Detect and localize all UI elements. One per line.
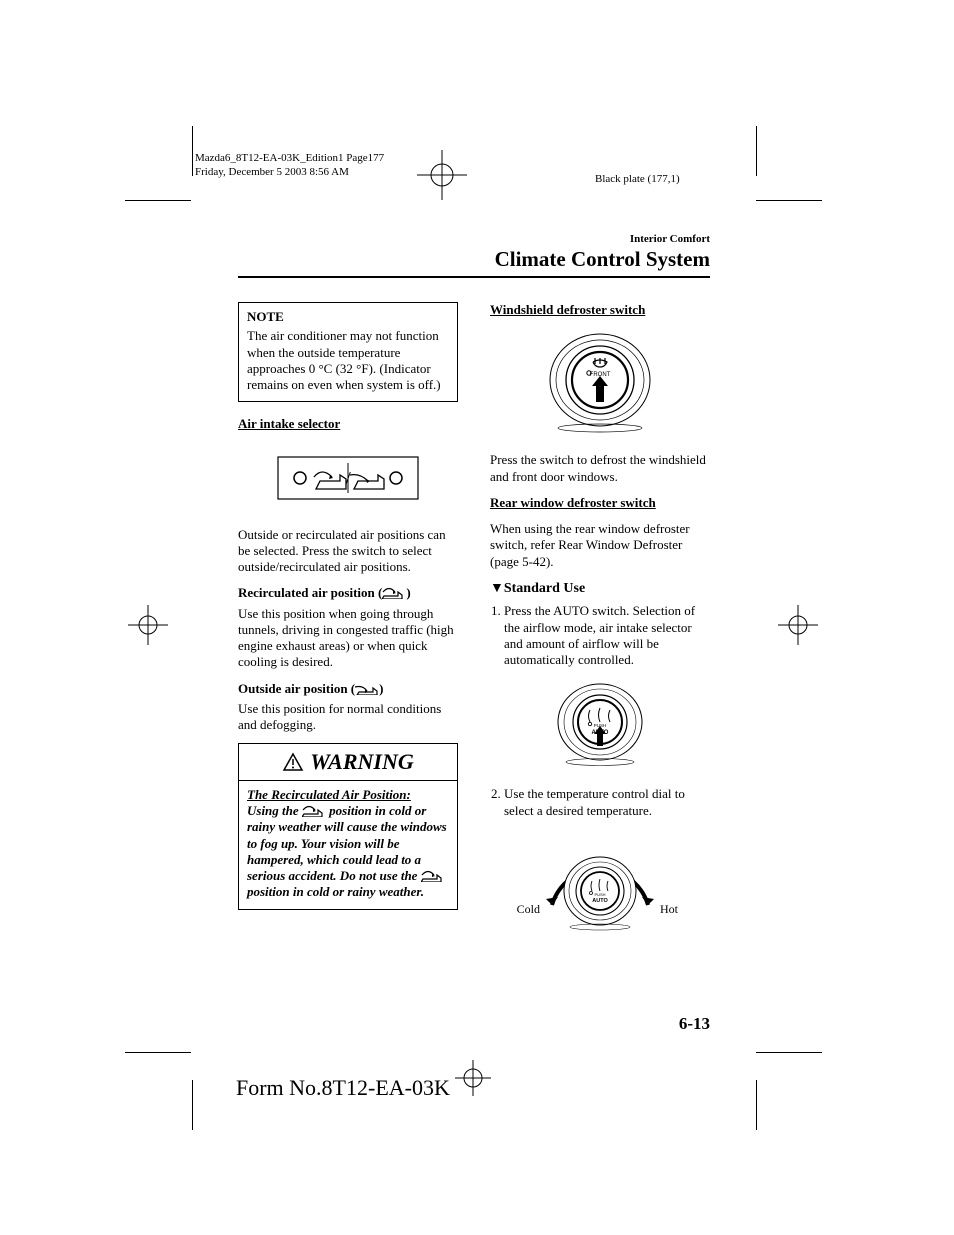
crop-mark (756, 1080, 757, 1130)
warning-box: WARNING The Recirculated Air Position: U… (238, 743, 458, 909)
auto-dial-figure: PUSH AUTO (490, 682, 710, 768)
outside-text: Use this position for normal conditions … (238, 701, 458, 734)
form-number: Form No.8T12-EA-03K (236, 1075, 450, 1101)
recirc-heading: Recirculated air position () (238, 585, 458, 601)
svg-text:/: / (345, 468, 351, 490)
warning-title: WARNING (239, 744, 457, 780)
temp-dial-icon: Cold Hot PUSH AUTO (510, 833, 690, 933)
page-header: Interior Comfort Climate Control System (495, 233, 710, 272)
note-box: NOTE The air conditioner may not functio… (238, 302, 458, 402)
section-title: Climate Control System (495, 247, 710, 272)
windshield-dial-figure: FRONT (490, 332, 710, 434)
steps-list: Press the AUTO switch. Selection of the … (490, 603, 710, 668)
warning-triangle-icon (282, 752, 304, 772)
windshield-text: Press the switch to defrost the windshie… (490, 452, 710, 485)
outside-heading: Outside air position () (238, 681, 458, 697)
air-intake-text: Outside or recirculated air positions ca… (238, 527, 458, 576)
header-rule (238, 276, 710, 278)
note-label: NOTE (247, 309, 449, 325)
standard-use-text: Standard Use (504, 581, 585, 596)
registration-mark-icon (128, 605, 168, 645)
print-ts: Friday, December 5 2003 8:56 AM (195, 166, 384, 180)
crop-mark (125, 1052, 191, 1053)
warning-body-1: Using the (247, 803, 302, 818)
step-1: Press the AUTO switch. Selection of the … (504, 603, 710, 668)
section-overline: Interior Comfort (495, 233, 710, 245)
registration-mark-icon (455, 1060, 491, 1096)
air-intake-figure: / (238, 447, 458, 509)
rear-heading: Rear window defroster switch (490, 495, 710, 511)
print-meta: Mazda6_8T12-EA-03K_Edition1 Page177 Frid… (195, 152, 384, 180)
recirc-text: Use this position when going through tun… (238, 606, 458, 671)
recirc-icon (421, 870, 445, 882)
windshield-heading: Windshield defroster switch (490, 302, 710, 318)
outside-run-in: Outside air position ( (238, 681, 355, 696)
crop-mark (756, 200, 822, 201)
standard-use-heading: ▼Standard Use (490, 580, 710, 598)
air-intake-heading: Air intake selector (238, 416, 458, 432)
recirc-icon (302, 805, 326, 817)
body-columns: NOTE The air conditioner may not functio… (238, 302, 710, 951)
cold-label: Cold (517, 902, 540, 916)
recirc-icon (382, 587, 406, 599)
black-plate: Black plate (177,1) (595, 173, 680, 185)
warning-body-3: position in cold or rainy weather. (247, 884, 424, 899)
outside-air-icon (355, 683, 379, 695)
hot-label: Hot (660, 902, 679, 916)
steps-list-2: Use the temperature control dial to sele… (490, 786, 710, 819)
right-column: Windshield defroster switch FRONT Press … (490, 302, 710, 951)
auto-dial-icon: PUSH AUTO (554, 682, 646, 768)
down-triangle-icon: ▼ (490, 580, 504, 598)
air-intake-switch-icon: / (268, 447, 428, 509)
recirc-close: ) (406, 585, 410, 600)
svg-text:PUSH: PUSH (594, 892, 605, 897)
print-doc: Mazda6_8T12-EA-03K_Edition1 Page177 (195, 152, 384, 166)
temp-dial-figure: Cold Hot PUSH AUTO (490, 833, 710, 933)
registration-mark-icon (417, 150, 467, 200)
registration-mark-icon (778, 605, 818, 645)
left-column: NOTE The air conditioner may not functio… (238, 302, 458, 951)
warning-body: The Recirculated Air Position: Using the… (239, 780, 457, 909)
svg-text:AUTO: AUTO (592, 898, 608, 904)
step-2: Use the temperature control dial to sele… (504, 786, 710, 819)
page-number: 6-13 (679, 1014, 710, 1034)
note-body: The air conditioner may not function whe… (247, 328, 449, 393)
crop-mark (192, 1080, 193, 1130)
recirc-run-in: Recirculated air position ( (238, 585, 382, 600)
crop-mark (756, 1052, 822, 1053)
crop-mark (192, 126, 193, 176)
crop-mark (125, 200, 191, 201)
rear-text: When using the rear window defroster swi… (490, 521, 710, 570)
crop-mark (756, 126, 757, 176)
defrost-dial-icon: FRONT (545, 332, 655, 434)
outside-close: ) (379, 681, 383, 696)
warning-title-text: WARNING (310, 748, 414, 776)
warning-lead: The Recirculated Air Position: (247, 787, 411, 802)
